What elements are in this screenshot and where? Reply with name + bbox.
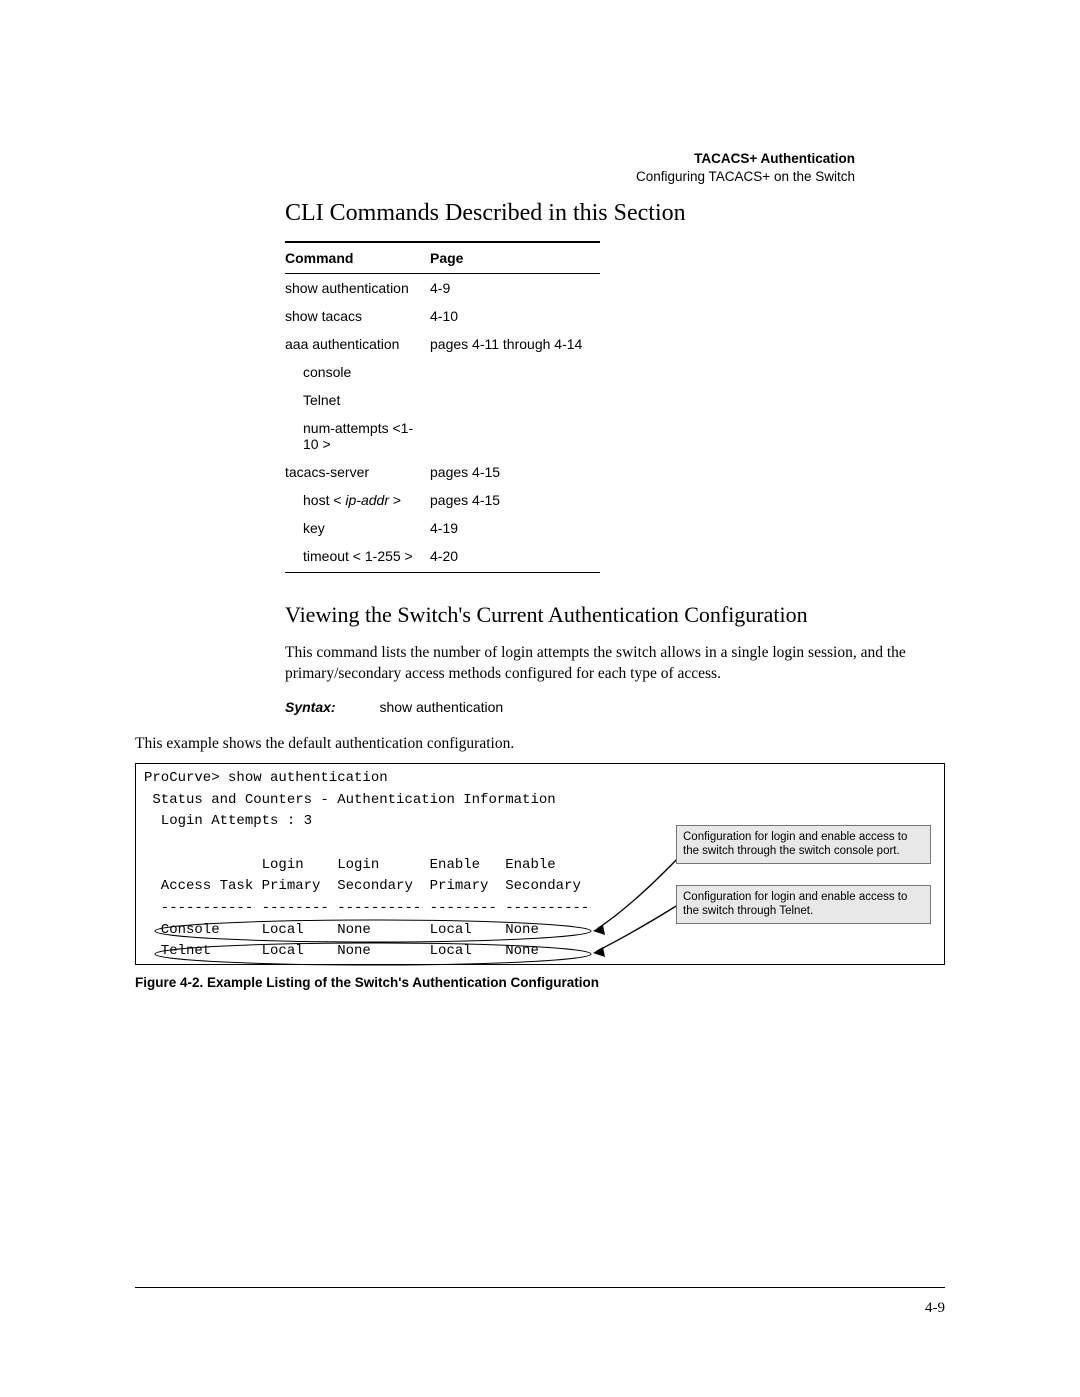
cmd-cell: console (285, 358, 430, 386)
console-output: ProCurve> show authentication Status and… (135, 763, 945, 965)
page-cell: 4-9 (430, 274, 600, 303)
cmd-cell: timeout < 1-255 > (285, 542, 430, 573)
page-cell: 4-10 (430, 302, 600, 330)
col-header-command: Command (285, 242, 430, 274)
syntax-label: Syntax: (285, 699, 375, 715)
cmd-cell: host < ip-addr > (285, 486, 430, 514)
console-line: Access Task Primary Secondary Primary Se… (144, 878, 581, 894)
header-title: TACACS+ Authentication (636, 150, 855, 168)
table-row: show authentication 4-9 (285, 274, 600, 303)
figure-caption: Figure 4-2. Example Listing of the Switc… (135, 975, 945, 990)
console-line: Login Attempts : 3 (144, 813, 312, 829)
console-line: Telnet Local None Local None (144, 943, 539, 959)
cmd-cell: tacacs-server (285, 458, 430, 486)
cmd-cell: aaa authentication (285, 330, 430, 358)
section-heading-viewing: Viewing the Switch's Current Authenticat… (285, 601, 945, 630)
cmd-cell: Telnet (285, 386, 430, 414)
table-row: tacacs-server pages 4-15 (285, 458, 600, 486)
callout-telnet: Configuration for login and enable acces… (676, 885, 931, 924)
cmd-cell: show authentication (285, 274, 430, 303)
page-cell: pages 4-15 (430, 486, 600, 514)
table-row: show tacacs 4-10 (285, 302, 600, 330)
table-row: console (285, 358, 600, 386)
main-content: CLI Commands Described in this Section C… (285, 200, 945, 717)
console-line: Status and Counters - Authentication Inf… (144, 792, 556, 808)
console-line: ----------- -------- ---------- --------… (144, 900, 589, 916)
table-row: timeout < 1-255 > 4-20 (285, 542, 600, 573)
console-line: Login Login Enable Enable (144, 857, 556, 873)
callout-console: Configuration for login and enable acces… (676, 825, 931, 864)
table-row: Telnet (285, 386, 600, 414)
cmd-cell: show tacacs (285, 302, 430, 330)
page-cell (430, 358, 600, 386)
syntax-row: Syntax: show authentication (285, 699, 945, 717)
header-subtitle: Configuring TACACS+ on the Switch (636, 168, 855, 186)
table-row: key 4-19 (285, 514, 600, 542)
page-cell: pages 4-15 (430, 458, 600, 486)
page-header: TACACS+ Authentication Configuring TACAC… (636, 150, 855, 186)
table-row: aaa authentication pages 4-11 through 4-… (285, 330, 600, 358)
page-footer: 4-9 (135, 1287, 945, 1317)
example-intro: This example shows the default authentic… (135, 735, 945, 753)
page-cell: 4-20 (430, 542, 600, 573)
section2-paragraph: This command lists the number of login a… (285, 642, 945, 685)
cmd-cell: num-attempts <1-10 > (285, 414, 430, 458)
page-cell (430, 414, 600, 458)
command-table: Command Page show authentication 4-9 sho… (285, 241, 600, 573)
page-cell: 4-19 (430, 514, 600, 542)
cmd-cell: key (285, 514, 430, 542)
page-number: 4-9 (925, 1300, 945, 1316)
figure-wrap: ProCurve> show authentication Status and… (135, 763, 945, 990)
table-row: host < ip-addr > pages 4-15 (285, 486, 600, 514)
page-cell: pages 4-11 through 4-14 (430, 330, 600, 358)
console-line: Console Local None Local None (144, 922, 539, 938)
section-heading-cli: CLI Commands Described in this Section (285, 200, 945, 227)
console-line: ProCurve> show authentication (144, 770, 388, 786)
page-cell (430, 386, 600, 414)
syntax-command: show authentication (379, 699, 503, 715)
col-header-page: Page (430, 242, 600, 274)
document-page: TACACS+ Authentication Configuring TACAC… (0, 0, 1080, 1397)
table-row: num-attempts <1-10 > (285, 414, 600, 458)
